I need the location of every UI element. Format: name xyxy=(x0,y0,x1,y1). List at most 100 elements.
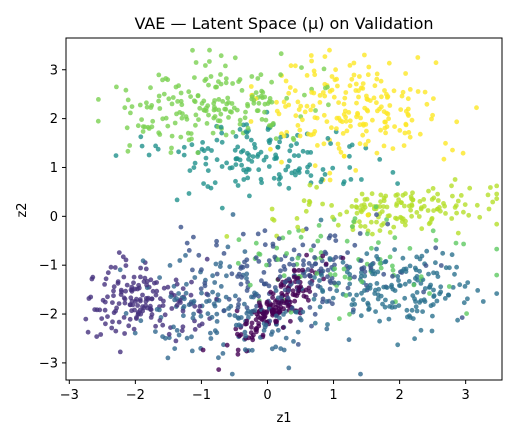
data-point xyxy=(320,90,326,95)
data-point xyxy=(124,125,130,131)
data-point xyxy=(285,164,291,169)
data-point xyxy=(357,141,363,147)
data-point xyxy=(191,98,197,104)
data-point xyxy=(218,72,223,77)
data-point xyxy=(375,108,380,114)
data-point xyxy=(223,76,229,81)
data-point xyxy=(201,148,207,154)
data-point xyxy=(402,295,408,301)
data-point xyxy=(420,309,425,314)
data-point xyxy=(403,191,408,197)
data-point xyxy=(357,231,363,236)
data-point xyxy=(362,224,368,229)
data-point xyxy=(121,315,127,320)
data-point xyxy=(309,90,314,95)
data-point xyxy=(236,297,242,303)
data-point xyxy=(113,308,118,314)
data-point xyxy=(205,292,211,298)
data-point xyxy=(116,250,122,256)
data-point xyxy=(168,294,174,300)
data-point xyxy=(374,100,379,106)
data-point xyxy=(462,284,468,289)
data-point xyxy=(286,185,292,191)
data-point xyxy=(398,107,404,112)
data-point xyxy=(283,78,289,84)
data-point xyxy=(398,283,403,288)
data-point xyxy=(283,167,289,173)
data-point xyxy=(318,266,324,272)
data-point xyxy=(174,302,180,308)
data-point xyxy=(455,317,460,323)
data-point xyxy=(161,298,166,304)
data-point xyxy=(281,347,287,353)
data-point xyxy=(307,198,312,204)
data-point xyxy=(395,192,400,198)
data-point xyxy=(349,224,355,230)
data-point xyxy=(330,214,335,220)
data-point xyxy=(494,272,500,278)
data-point xyxy=(433,237,439,243)
data-point xyxy=(190,267,195,273)
data-point xyxy=(391,224,397,230)
data-point xyxy=(287,85,293,90)
data-point xyxy=(135,123,141,129)
data-point xyxy=(276,300,282,305)
data-point xyxy=(95,118,101,124)
data-point xyxy=(176,291,182,296)
data-point xyxy=(122,300,128,306)
data-point xyxy=(161,91,167,97)
data-point xyxy=(201,98,207,104)
data-point xyxy=(396,278,401,283)
data-point xyxy=(349,204,355,209)
data-point xyxy=(181,304,187,309)
data-point xyxy=(291,247,297,253)
data-point xyxy=(199,290,204,296)
data-point xyxy=(230,212,236,217)
data-point xyxy=(189,279,194,285)
data-point xyxy=(124,282,130,288)
data-point xyxy=(186,248,192,253)
data-point xyxy=(390,300,395,305)
data-point xyxy=(144,282,150,288)
data-point xyxy=(214,319,220,324)
data-point xyxy=(461,241,466,247)
data-point xyxy=(293,63,298,69)
data-point xyxy=(214,271,220,277)
data-point xyxy=(256,300,262,305)
data-point xyxy=(153,292,159,298)
data-point xyxy=(250,337,256,343)
data-point xyxy=(235,183,241,188)
data-point xyxy=(344,128,350,134)
data-point xyxy=(165,284,171,290)
data-point xyxy=(140,258,146,264)
data-point xyxy=(192,303,198,309)
data-point xyxy=(131,274,137,280)
data-point xyxy=(173,277,179,283)
data-point xyxy=(259,278,264,284)
data-point xyxy=(271,175,277,181)
data-point xyxy=(223,80,229,86)
data-point xyxy=(230,81,236,86)
data-point xyxy=(405,96,411,102)
data-point xyxy=(198,286,204,292)
data-point xyxy=(114,84,119,90)
data-point xyxy=(383,297,388,303)
data-point xyxy=(309,323,314,329)
data-point xyxy=(435,191,440,197)
data-point xyxy=(426,188,431,194)
data-point xyxy=(113,328,119,334)
data-point xyxy=(125,148,131,154)
data-point xyxy=(278,72,283,78)
data-point xyxy=(453,240,459,246)
data-point xyxy=(307,182,313,188)
data-point xyxy=(232,313,238,318)
data-point xyxy=(277,274,283,280)
data-point xyxy=(116,301,122,306)
data-point xyxy=(174,111,179,117)
data-point xyxy=(212,280,218,285)
data-point xyxy=(358,85,364,91)
data-point xyxy=(287,158,292,164)
data-point xyxy=(390,263,395,269)
data-point xyxy=(208,336,214,341)
data-point xyxy=(277,139,282,145)
